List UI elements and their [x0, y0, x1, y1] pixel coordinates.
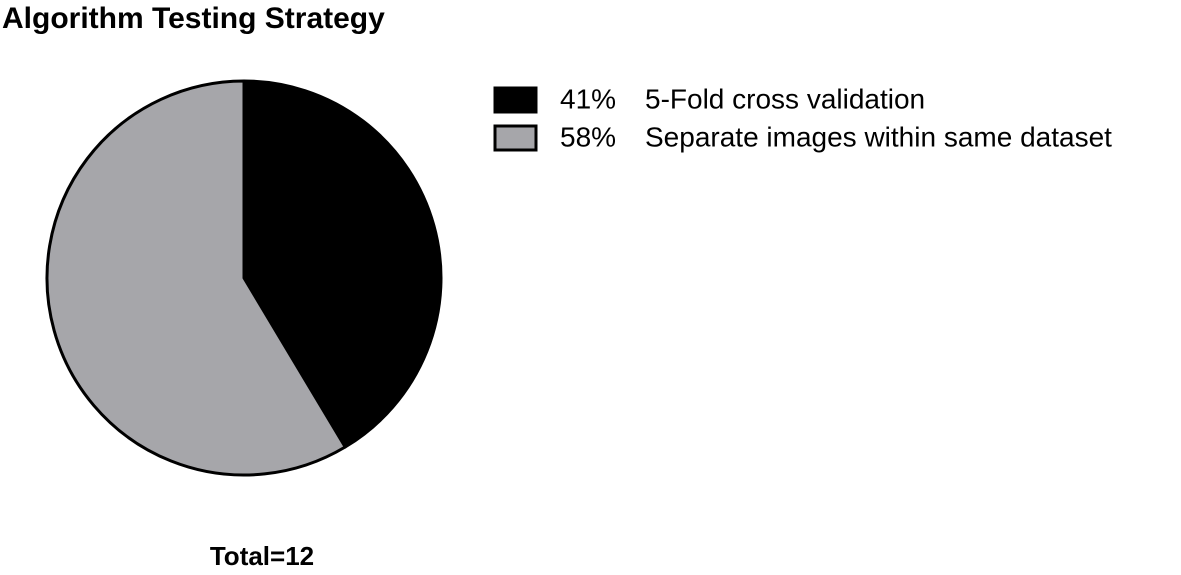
legend-swatch [493, 86, 538, 114]
annotation: Total=12 [210, 541, 314, 571]
legend-label: Separate images within same dataset [645, 121, 1112, 152]
pie-slice [45, 79, 347, 477]
legend-swatch [493, 124, 538, 152]
legend-value: 41% [560, 83, 616, 114]
legend-value: 58% [560, 121, 616, 152]
pie-slice [242, 79, 443, 449]
chart-title: Algorithm Testing Strategy [2, 2, 385, 35]
legend-label: 5-Fold cross validation [645, 83, 925, 114]
